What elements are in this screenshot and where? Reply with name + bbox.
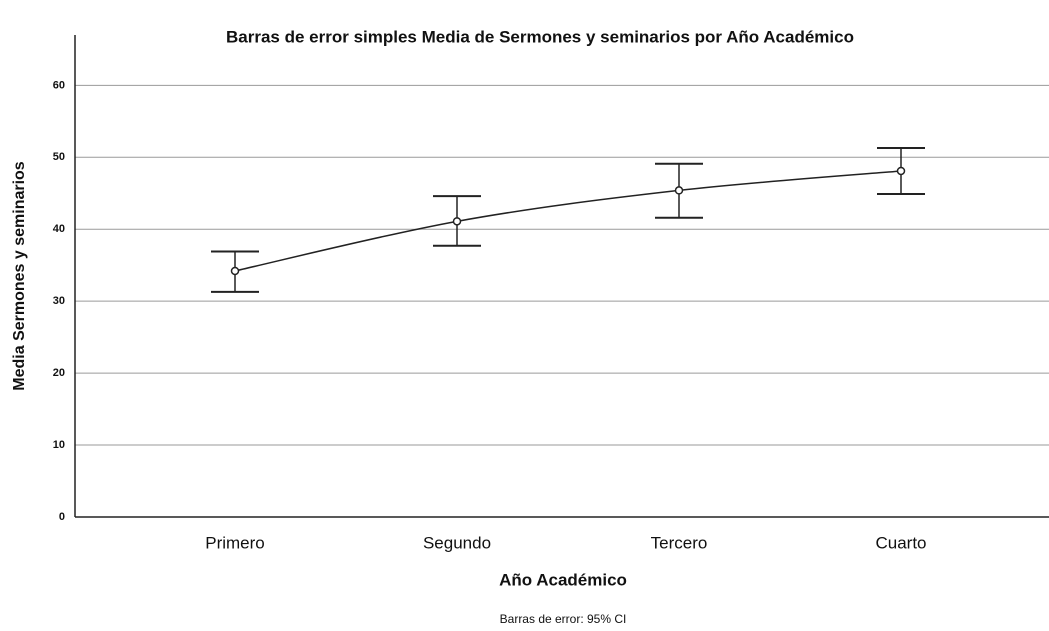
mean-marker [452, 217, 462, 226]
chart-title: Barras de error simples Media de Sermone… [226, 27, 854, 46]
y-axis-label: Media Sermones y seminarios [11, 161, 28, 391]
y-tick-label: 10 [53, 439, 65, 451]
mean-marker [230, 266, 240, 276]
y-tick-label: 40 [53, 223, 65, 235]
y-tick-label: 50 [53, 151, 65, 163]
footnote: Barras de error: 95% CI [500, 612, 627, 626]
mean-line [234, 170, 902, 272]
y-tick-label: 30 [53, 295, 65, 307]
y-tick-label: 60 [53, 79, 65, 91]
y-tick-label: 20 [53, 367, 65, 379]
x-axis-label: Año Académico [499, 570, 627, 589]
x-tick-label: Cuarto [875, 533, 926, 552]
x-tick-label: Tercero [651, 533, 708, 552]
mean-marker [896, 166, 906, 176]
x-tick-label: Primero [205, 533, 265, 552]
y-tick-label: 0 [59, 511, 65, 523]
x-tick-label: Segundo [423, 533, 491, 552]
mean-marker [674, 186, 684, 195]
